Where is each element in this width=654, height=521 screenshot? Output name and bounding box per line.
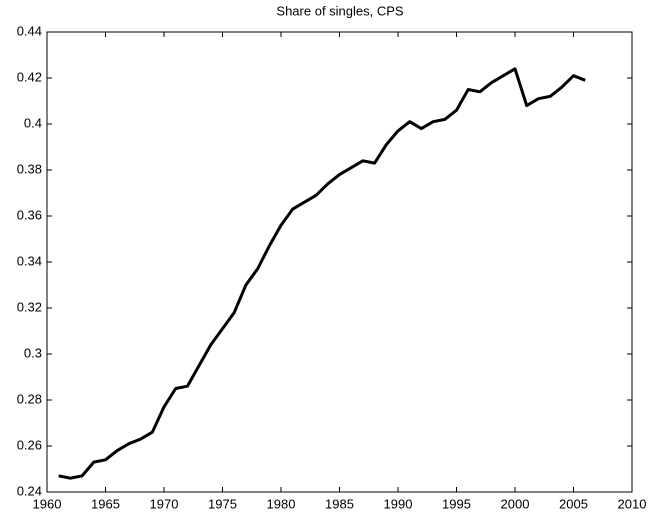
x-tick-label: 1960 [33,496,62,511]
y-tick-label: 0.38 [17,161,42,176]
y-tick-label: 0.34 [17,253,42,268]
line [58,67,586,480]
y-tick-label: 0.32 [17,299,42,314]
y-tick-label: 0.36 [17,207,42,222]
x-tick-label: 1995 [442,496,471,511]
y-tick-label: 0.24 [17,483,42,498]
y-tick-label: 0.26 [17,437,42,452]
y-tick-label: 0.4 [24,115,42,130]
x-tick-label: 2010 [618,496,647,511]
x-tick-label: 1985 [325,496,354,511]
x-tick-label: 2000 [501,496,530,511]
x-tick-label: 1975 [208,496,237,511]
x-tick-label: 1970 [150,496,179,511]
y-tick-label: 0.42 [17,69,42,84]
chart-title: Share of singles, CPS [276,3,404,18]
y-tick-label: 0.44 [17,23,42,38]
x-tick-label: 1980 [267,496,296,511]
x-tick-label: 1965 [91,496,120,511]
x-tick-label: 2005 [559,496,588,511]
y-tick-label: 0.3 [24,345,42,360]
x-tick-label: 1990 [384,496,413,511]
y-tick-label: 0.28 [17,391,42,406]
